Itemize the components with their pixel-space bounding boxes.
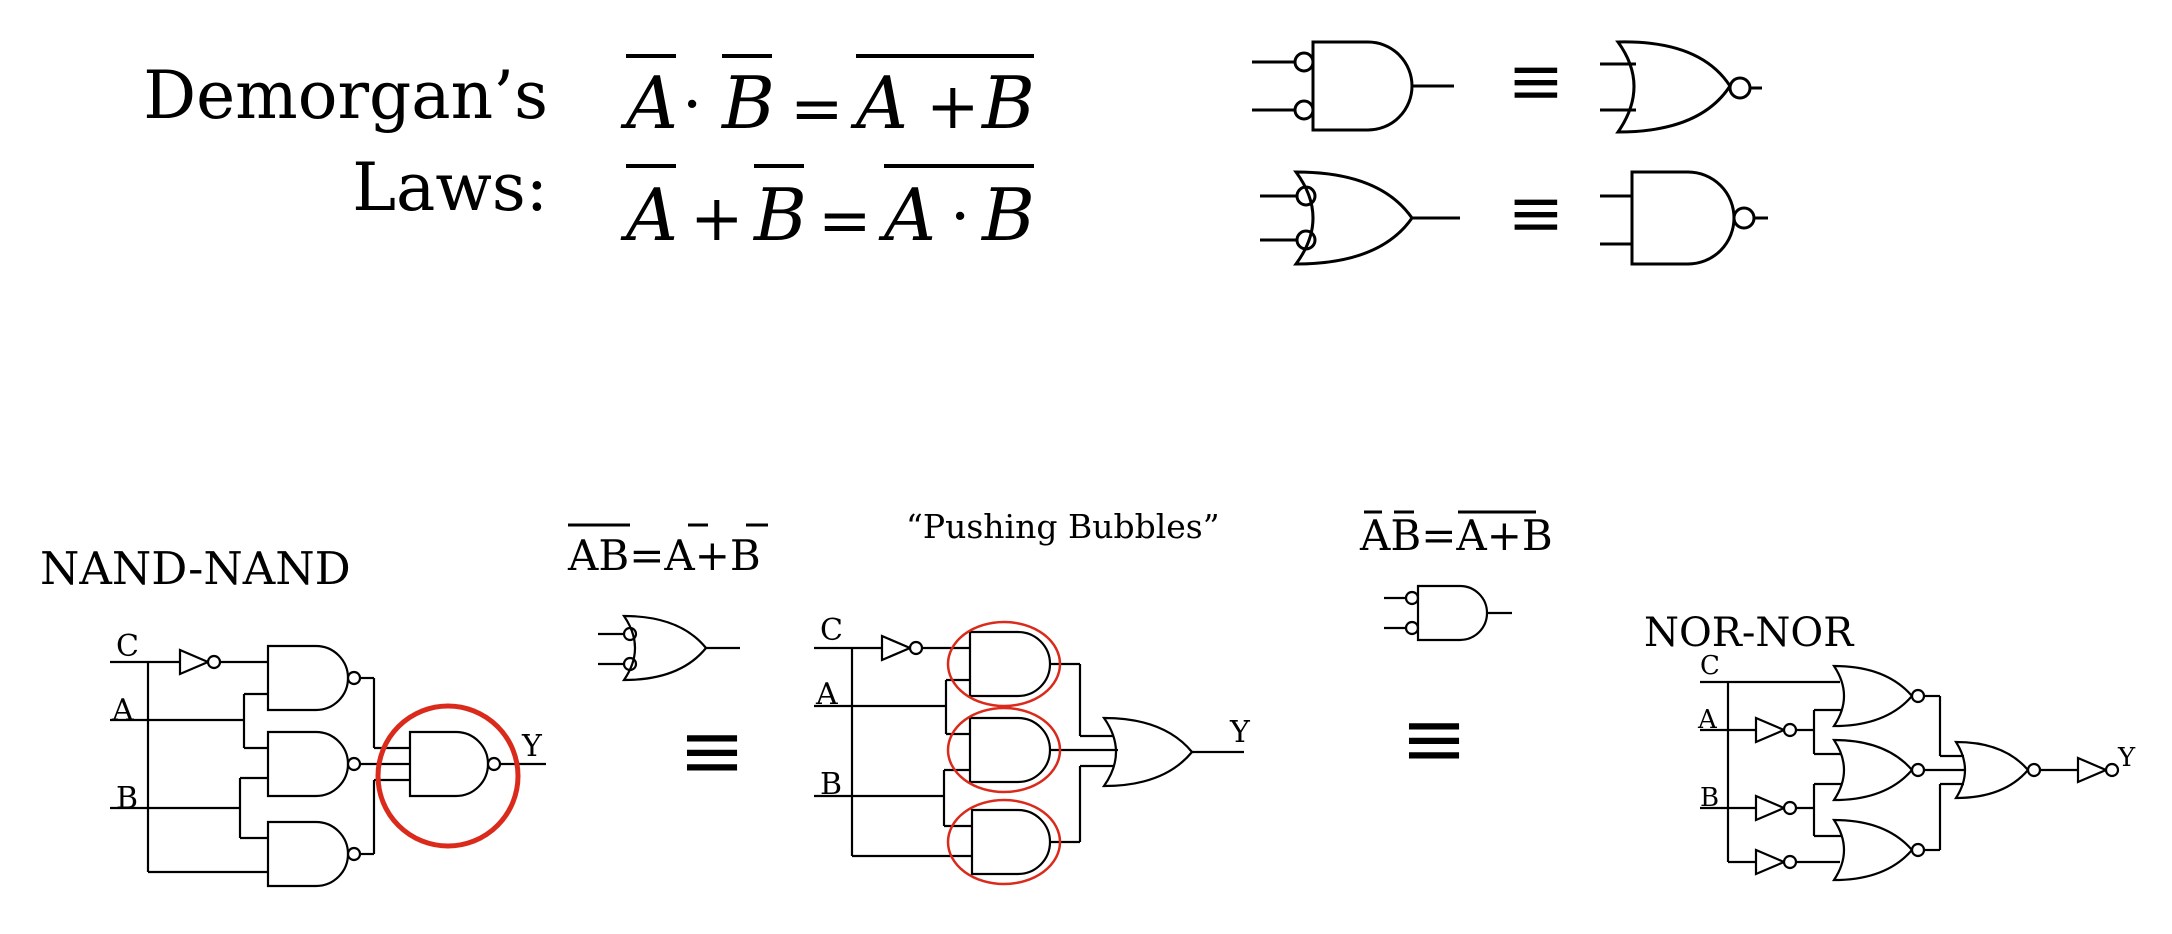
nor-gate	[1831, 818, 1914, 882]
input-label-a: A	[1697, 705, 1718, 735]
law1-dot: ·	[682, 68, 702, 142]
law-1-equation: A · B = A + B	[620, 54, 1035, 146]
or-gate	[1101, 716, 1194, 788]
nand-gate	[408, 730, 490, 798]
output-label-y: Y	[521, 729, 543, 764]
input-label-c: C	[1700, 651, 1720, 681]
input-label-b: B	[1700, 783, 1719, 813]
pushing-bubbles-circuit: C A B Y	[814, 613, 1251, 876]
law1-rhs-op: +	[926, 70, 980, 144]
nand-nand-title: NAND-NAND	[40, 542, 351, 595]
input-label-a: A	[111, 693, 134, 728]
or-with-inverted-inputs	[598, 614, 740, 682]
law2-b: B	[752, 173, 807, 257]
nand-gate	[266, 730, 350, 798]
nor-nor-title: NOR-NOR	[1644, 610, 1855, 656]
equivalence-symbol: ≡	[678, 704, 745, 797]
and-gate	[968, 716, 1052, 784]
laws-title-line2: Laws:	[352, 149, 548, 226]
middle-formula: AB=A+B	[567, 523, 768, 580]
output-label-y: Y	[1229, 715, 1251, 750]
input-label-c: C	[116, 629, 139, 664]
equivalence-symbol: ≡	[1508, 42, 1565, 121]
nor-gate	[1831, 738, 1914, 802]
equivalence-symbol: ≡	[1508, 174, 1565, 253]
nand-nand-circuit: C A B Y	[110, 629, 546, 888]
inverter	[1754, 794, 1787, 822]
law2-a: A	[620, 173, 678, 257]
nor-nor-circuit: C A B	[1697, 651, 2136, 882]
pushing-bubbles-caption: “Pushing Bubbles”	[906, 507, 1220, 546]
bubble-highlight-circles	[946, 620, 1062, 886]
equivalence-symbol: ≡	[1400, 692, 1467, 785]
law2-rhs-op: ·	[950, 180, 970, 254]
input-label-c: C	[820, 613, 843, 648]
right-formula: AB=A+B	[1359, 510, 1553, 560]
inverter	[1754, 848, 1787, 876]
laws-title: Demorgan’s Laws:	[143, 57, 548, 226]
output-label-y: Y	[2117, 743, 2136, 773]
law1-b: B	[720, 61, 775, 145]
nand-gate	[266, 820, 350, 888]
and-with-inverted-inputs	[1252, 40, 1454, 132]
law2-rhs-a: A	[878, 173, 936, 257]
middle-formula-text: AB=A+B	[567, 531, 761, 580]
or-with-inverted-inputs	[1260, 170, 1460, 266]
law-2-equation: A + B = A · B	[620, 164, 1035, 258]
input-label-a: A	[815, 677, 838, 712]
right-formula-text: AB=A+B	[1359, 511, 1553, 560]
laws-title-line1: Demorgan’s	[143, 57, 548, 134]
and-gate	[968, 630, 1052, 698]
nor-gate	[1953, 740, 2030, 800]
law2-equals: =	[818, 184, 872, 258]
highlight-circle	[375, 703, 521, 849]
law1-rhs-b: B	[980, 61, 1035, 145]
law2-plus: +	[690, 182, 744, 256]
nand-gate	[266, 644, 350, 712]
inverter	[1754, 716, 1787, 744]
nand-gate-top	[1600, 170, 1768, 266]
nor-gate	[1831, 664, 1914, 728]
and-gate	[970, 808, 1052, 876]
inverter	[2076, 756, 2109, 784]
law1-rhs-a: A	[850, 61, 908, 145]
law1-equals: =	[790, 72, 844, 146]
law2-rhs-b: B	[980, 173, 1035, 257]
and-with-inverted-inputs	[1384, 584, 1512, 642]
input-label-b: B	[820, 767, 842, 802]
inverter	[178, 648, 211, 676]
nor-gate-top	[1600, 40, 1762, 134]
input-label-b: B	[116, 781, 138, 816]
law1-a: A	[620, 61, 678, 145]
inverter	[880, 634, 913, 662]
